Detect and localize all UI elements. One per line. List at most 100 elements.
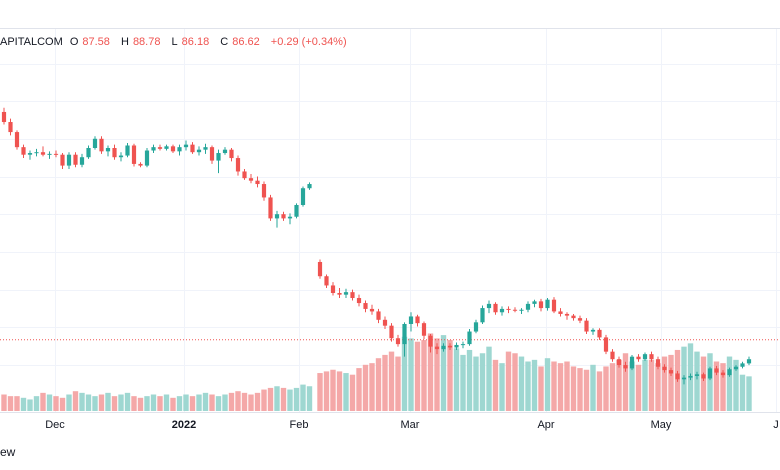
x-axis: Dec 2022 Feb Mar Apr May J: [45, 419, 779, 431]
candle: [274, 210, 280, 228]
candle-body: [701, 374, 706, 379]
candle-body: [454, 344, 459, 348]
candle: [668, 367, 674, 376]
candle-body: [369, 308, 375, 312]
candle-body: [363, 303, 368, 309]
candle-body: [467, 331, 472, 345]
footer-link[interactable]: ew: [0, 445, 16, 459]
candle-body: [382, 319, 388, 326]
candle-body: [73, 154, 78, 165]
candle: [688, 373, 693, 381]
candle-body: [112, 148, 117, 158]
x-tick-label: Feb: [290, 419, 309, 431]
volume-bar: [629, 361, 635, 411]
candle-body: [512, 309, 518, 311]
volume-bar: [440, 335, 447, 411]
candle: [281, 211, 286, 221]
volume-bar: [544, 358, 551, 411]
candle-body: [558, 311, 563, 314]
candle-body: [324, 276, 329, 286]
candle: [105, 145, 111, 157]
volume-bar: [733, 359, 739, 411]
volume-bar: [317, 373, 323, 411]
volume-bar: [79, 392, 85, 411]
candle-body: [486, 303, 492, 309]
candle-body: [727, 369, 732, 376]
candle: [577, 315, 583, 324]
candle: [307, 182, 312, 190]
volume-bar: [349, 374, 356, 411]
candle-body: [196, 149, 202, 153]
candle-body: [8, 122, 13, 133]
volume-bar: [150, 394, 157, 411]
candle: [499, 306, 505, 316]
candle: [222, 147, 228, 155]
volume-bar: [118, 394, 124, 411]
candle-body: [447, 345, 453, 348]
candle: [190, 142, 195, 154]
candle-body: [183, 144, 189, 148]
candle-body: [1, 111, 7, 123]
candle-body: [434, 346, 440, 350]
candle: [636, 354, 641, 362]
volume-bar: [27, 399, 33, 411]
candle-body: [235, 158, 241, 172]
candle-body: [720, 372, 726, 376]
candle: [261, 181, 267, 201]
candle-body: [655, 359, 661, 367]
candle-body: [642, 354, 648, 360]
candle-body: [395, 338, 401, 345]
candle-body: [287, 216, 293, 219]
volume-bar: [479, 353, 486, 411]
volume-bar: [466, 349, 473, 411]
candle: [99, 136, 104, 154]
volume-bar: [616, 359, 622, 411]
close-value: 86.62: [232, 36, 260, 48]
candle-body: [584, 320, 589, 332]
volume-bar: [590, 364, 596, 411]
candle: [382, 316, 388, 330]
candle-body: [248, 178, 254, 181]
candle: [177, 144, 182, 156]
volume-bar: [414, 341, 421, 411]
volume-bar: [1, 394, 7, 411]
candle: [268, 194, 273, 221]
candle-body: [151, 147, 156, 151]
candle-body: [317, 261, 323, 277]
volume-bar: [274, 386, 280, 411]
volume-bar: [144, 396, 150, 411]
candle: [34, 148, 39, 157]
low-value: 86.18: [181, 36, 210, 48]
candle: [408, 312, 414, 332]
candle: [294, 203, 299, 219]
candle-body: [499, 308, 505, 313]
candle-body: [255, 180, 260, 185]
candle-body: [473, 322, 479, 332]
volume-bar: [694, 351, 700, 411]
close-readout: C 86.62: [220, 36, 263, 48]
volume-bar: [222, 394, 228, 411]
volume-bar: [362, 364, 369, 411]
candle: [584, 318, 589, 335]
candle: [337, 287, 342, 299]
candle: [21, 144, 26, 159]
candle: [506, 306, 511, 314]
volume-bar: [267, 387, 274, 411]
x-tick-label: May: [651, 419, 672, 431]
symbol-label[interactable]: APITALCOM: [0, 36, 63, 48]
candle-body: [493, 303, 498, 313]
volume-bar: [343, 373, 349, 411]
volume-bar: [401, 336, 408, 411]
candle: [183, 140, 189, 151]
candle-body: [356, 298, 362, 304]
candle-body: [190, 144, 195, 153]
candle-body: [376, 311, 381, 320]
candle: [92, 136, 98, 150]
candle: [203, 143, 208, 154]
candle-body: [138, 163, 143, 166]
candle: [138, 162, 143, 168]
candle-body: [707, 368, 713, 379]
volume-bar: [427, 333, 434, 411]
volume-bar: [421, 340, 427, 411]
